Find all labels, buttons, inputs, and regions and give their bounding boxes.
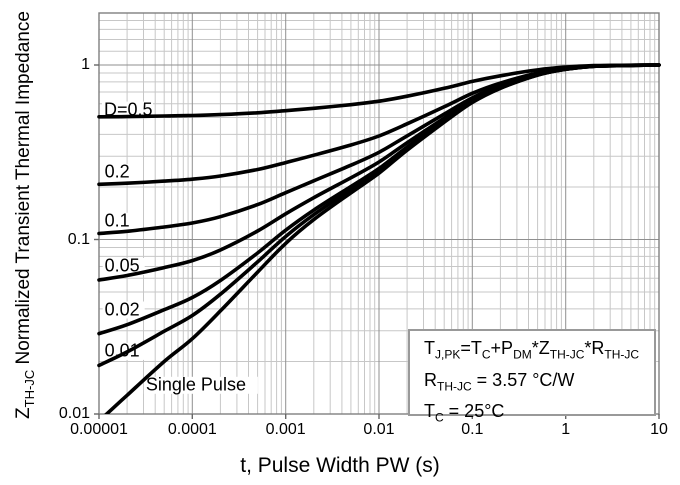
curves: [97, 63, 661, 414]
x-tick-label-0.00001: 0.00001: [70, 421, 128, 438]
annotation-subscript: C: [435, 410, 444, 425]
x-tick-label-0.1: 0.1: [461, 421, 484, 438]
annotation-subscript: J,PK: [435, 347, 461, 362]
x-tick-label-0.001: 0.001: [265, 421, 306, 438]
y-tick-label-1: 1: [81, 56, 90, 73]
curve-label-0.2: 0.2: [104, 161, 130, 182]
annotation-subscript: TH-JC: [437, 379, 472, 394]
x-tick-label-10: 10: [650, 421, 668, 438]
annotation-subscript: TH-JC: [604, 347, 640, 362]
annotation-subscript: DM: [513, 347, 532, 362]
curve-label-d-0.5: D=0.5: [103, 99, 153, 120]
x-axis-title: t, Pulse Width PW (s): [240, 454, 440, 477]
curve-label-0.01: 0.01: [104, 340, 140, 361]
annotation-line: TC = 25°C: [424, 401, 505, 425]
curve-label-0.1: 0.1: [104, 210, 130, 231]
annotation-line: RTH-JC = 3.57 °C/W: [424, 369, 575, 394]
curve-single-pulse: [104, 63, 661, 414]
y-axis-title-subscript: TH-JC: [21, 369, 37, 408]
annotation-subscript: C: [481, 347, 491, 362]
curve-label-single-pulse: Single Pulse: [145, 374, 246, 395]
annotation-line: TJ,PK=TC+PDM*ZTH-JC*RTH-JC: [424, 338, 640, 362]
y-tick-label-0.1: 0.1: [67, 230, 90, 248]
annotation-subscript: TH-JC: [549, 347, 585, 362]
x-tick-label-0.0001: 0.0001: [167, 421, 217, 438]
curve-label-underlays: [102, 101, 258, 394]
curve-label-0.02: 0.02: [104, 299, 140, 319]
x-tick-label-1: 1: [561, 421, 571, 438]
curve-label-0.05: 0.05: [104, 255, 140, 276]
y-tick-label-0.01: 0.01: [58, 405, 90, 422]
x-tick-label-0.01: 0.01: [363, 421, 395, 438]
annotation-box: TJ,PK=TC+PDM*ZTH-JC*RTH-JC RTH-JC = 3.57 …: [408, 329, 656, 425]
